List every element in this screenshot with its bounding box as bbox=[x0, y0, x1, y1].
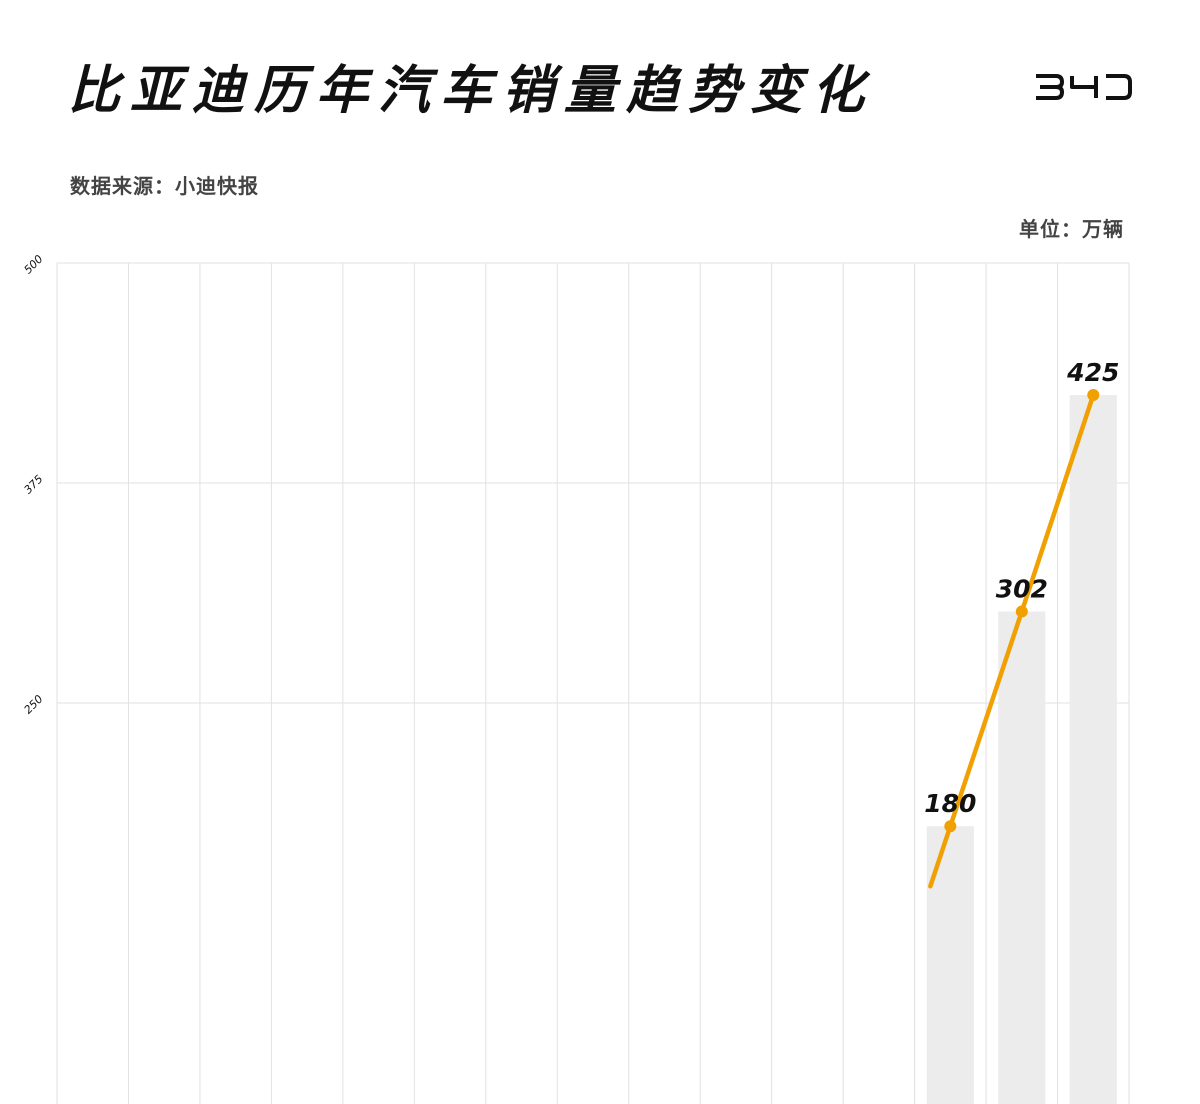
bar bbox=[926, 826, 974, 1104]
y-tick-label: 500 bbox=[22, 253, 46, 277]
series-line bbox=[928, 392, 1096, 889]
bar bbox=[998, 611, 1046, 1104]
unit-label: 单位：万辆 bbox=[1019, 217, 1124, 241]
data-label: 302 bbox=[996, 574, 1048, 603]
data-point bbox=[1087, 389, 1100, 401]
bar bbox=[1069, 395, 1117, 1104]
byd-logo bbox=[1036, 74, 1132, 100]
data-label: 425 bbox=[1066, 358, 1119, 387]
y-tick-label: 375 bbox=[22, 473, 46, 497]
data-point bbox=[944, 820, 957, 833]
page-title: 比亚迪历年汽车销量趋势变化 bbox=[68, 61, 875, 121]
y-tick-label: 250 bbox=[22, 693, 46, 717]
data-label: 180 bbox=[924, 789, 976, 818]
data-point bbox=[1015, 605, 1028, 618]
data-source: 数据来源：小迪快报 bbox=[70, 174, 259, 198]
